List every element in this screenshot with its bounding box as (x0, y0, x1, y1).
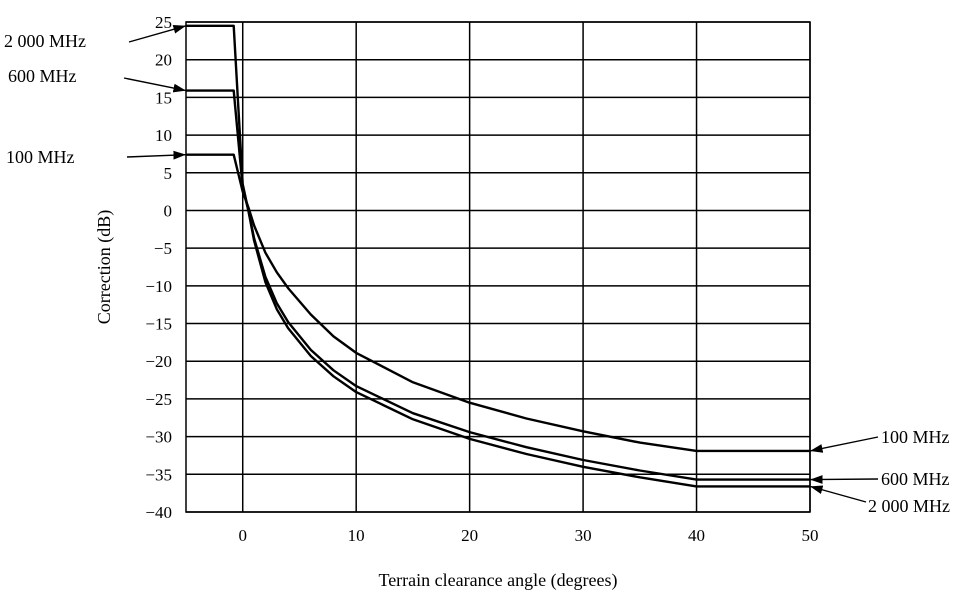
y-tick-label: −30 (145, 428, 172, 447)
series-label-right: 100 MHz (881, 427, 950, 447)
callout-arrow-left (126, 150, 187, 160)
y-tick-label: 25 (155, 13, 172, 32)
series-labels: 100 MHz 600 MHz 2 000 MHz 100 MHz 600 MHz 2 0… (4, 24, 950, 516)
x-tick-label: 10 (348, 526, 365, 545)
callout-arrow-right (809, 475, 879, 484)
x-tick-label: 20 (461, 526, 478, 545)
callout-arrow-right (809, 436, 879, 453)
series-line-100mhz (186, 153, 810, 453)
series-label-left: 2 000 MHz (4, 31, 86, 51)
y-tick-label: −10 (145, 277, 172, 296)
callout-arrow-left (128, 24, 187, 43)
series-label-right: 2 000 MHz (868, 496, 950, 516)
y-tick-label: 20 (155, 51, 172, 70)
series-line-2000mhz (186, 24, 810, 488)
x-tick-label: 30 (575, 526, 592, 545)
callout-arrow-left (123, 77, 187, 93)
plot-grid (185, 21, 811, 513)
y-tick-label: 0 (164, 201, 173, 220)
y-tick-label: −25 (145, 390, 172, 409)
x-tick-label: 40 (688, 526, 705, 545)
y-axis-label: Correction (dB) (94, 210, 115, 324)
y-tick-label: 15 (155, 88, 172, 107)
y-tick-label: −35 (145, 465, 172, 484)
series-label-left: 100 MHz (6, 147, 75, 167)
y-tick-label: −20 (145, 352, 172, 371)
y-tick-label: −5 (154, 239, 172, 258)
y-tick-label: 10 (155, 126, 172, 145)
y-tick-label: −15 (145, 315, 172, 334)
y-tick-label: 5 (164, 164, 173, 183)
series-lines (186, 24, 810, 488)
x-axis-label: Terrain clearance angle (degrees) (378, 570, 617, 591)
callout-arrow-right (809, 485, 867, 503)
y-tick-label: −40 (145, 503, 172, 522)
series-label-right: 600 MHz (881, 469, 950, 489)
x-tick-label: 50 (802, 526, 819, 545)
x-tick-label: 0 (238, 526, 247, 545)
series-label-left: 600 MHz (8, 66, 77, 86)
